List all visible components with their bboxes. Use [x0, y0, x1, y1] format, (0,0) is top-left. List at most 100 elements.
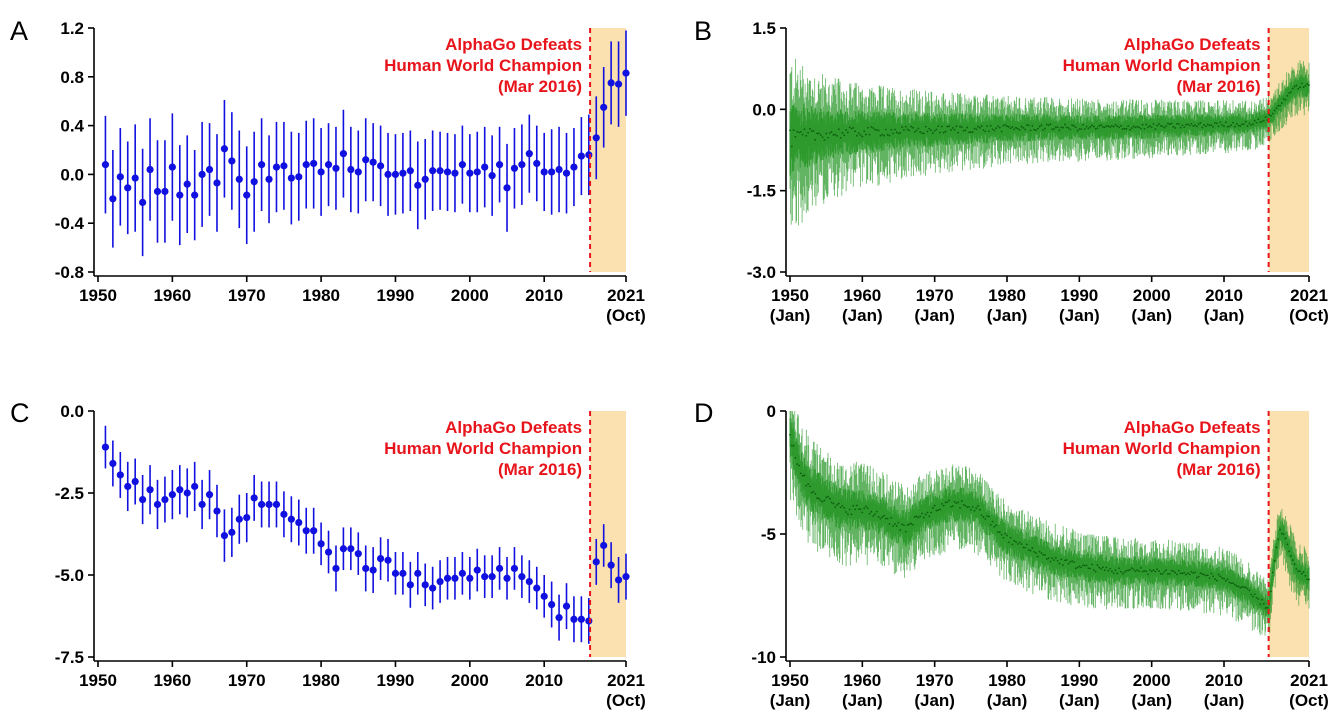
- data-point: [310, 527, 318, 535]
- monthly-mean-point: [1038, 550, 1041, 553]
- monthly-mean-point: [1228, 125, 1231, 128]
- monthly-mean-point: [839, 136, 842, 139]
- data-point: [570, 615, 578, 623]
- data-point: [310, 159, 318, 168]
- data-point: [577, 152, 585, 160]
- monthly-mean-point: [1262, 602, 1265, 605]
- monthly-mean-point: [1013, 128, 1016, 131]
- monthly-mean-point: [863, 130, 866, 133]
- monthly-mean-point: [846, 131, 849, 134]
- monthly-mean-point: [1275, 546, 1278, 549]
- monthly-mean-point: [1299, 570, 1301, 573]
- monthly-mean-point: [908, 129, 911, 132]
- monthly-mean-point: [973, 509, 976, 512]
- monthly-mean-point: [832, 502, 835, 505]
- monthly-mean-point: [973, 127, 976, 130]
- monthly-mean-point: [1036, 555, 1039, 558]
- monthly-mean-point: [1270, 114, 1272, 117]
- panel-label-d: D: [694, 398, 714, 428]
- monthly-mean-point: [890, 128, 893, 131]
- monthly-mean-point: [995, 524, 998, 527]
- monthly-mean-point: [1156, 124, 1158, 127]
- data-point: [176, 191, 184, 199]
- data-point: [153, 187, 162, 196]
- monthly-mean-point: [845, 129, 847, 131]
- data-point: [153, 500, 162, 509]
- monthly-mean-point: [975, 507, 978, 510]
- monthly-mean-point: [1264, 116, 1267, 119]
- monthly-mean-point: [966, 506, 969, 509]
- monthly-mean-point: [989, 124, 992, 127]
- monthly-mean-point: [1031, 547, 1034, 549]
- monthly-mean-point: [942, 131, 945, 134]
- data-point: [443, 574, 452, 582]
- monthly-mean-point: [1120, 124, 1122, 127]
- event-annotation: AlphaGo Defeats Human World Champion (Mar …: [1063, 418, 1261, 479]
- data-point: [503, 574, 511, 582]
- monthly-mean-point: [1116, 125, 1119, 128]
- monthly-mean-point: [903, 129, 905, 131]
- data-point: [607, 561, 615, 569]
- data-point: [443, 168, 452, 176]
- monthly-mean-point: [1237, 124, 1240, 127]
- monthly-mean-point: [841, 504, 844, 507]
- data-point: [220, 532, 229, 540]
- panel-label-a: A: [10, 16, 28, 46]
- panel-c: AlphaGo Defeats Human World Champion (Mar …: [55, 402, 646, 710]
- monthly-mean-point: [933, 504, 936, 507]
- monthly-mean-point: [1185, 573, 1187, 576]
- monthly-mean-point: [921, 132, 923, 135]
- x-tick-label: (Oct): [1289, 306, 1329, 325]
- shaded-region: [1268, 411, 1309, 657]
- annotation-line: (Mar 2016): [1177, 460, 1261, 479]
- x-tick-label: (Jan): [1204, 306, 1245, 325]
- monthly-mean-point: [836, 504, 838, 506]
- monthly-mean-point: [1181, 572, 1184, 575]
- monthly-mean-point: [1092, 125, 1095, 128]
- monthly-mean-point: [1302, 571, 1305, 573]
- monthly-mean-point: [1042, 553, 1045, 556]
- monthly-mean-point: [874, 128, 876, 131]
- monthly-mean-point: [834, 133, 837, 136]
- monthly-mean-point: [904, 125, 907, 128]
- monthly-mean-point: [1080, 566, 1083, 569]
- monthly-mean-point: [937, 509, 940, 512]
- data-point: [139, 495, 147, 504]
- monthly-mean-point: [1259, 603, 1262, 606]
- monthly-mean-point: [1248, 122, 1251, 125]
- monthly-mean-point: [986, 515, 989, 517]
- monthly-mean-point: [1118, 567, 1121, 570]
- monthly-mean-point: [836, 134, 838, 137]
- monthly-mean-point: [1257, 118, 1260, 121]
- monthly-mean-point: [821, 136, 824, 139]
- monthly-mean-point: [906, 524, 909, 527]
- monthly-mean-point: [1174, 571, 1177, 574]
- monthly-mean-point: [966, 126, 969, 129]
- data-point: [161, 495, 169, 504]
- monthly-mean-point: [1006, 125, 1008, 128]
- data-point: [458, 161, 466, 169]
- monthly-mean-point: [845, 511, 847, 513]
- x-tick-label: 1960: [153, 286, 191, 305]
- monthly-mean-point: [901, 523, 904, 526]
- monthly-mean-point: [1280, 102, 1283, 104]
- monthly-mean-point: [865, 133, 867, 136]
- monthly-mean-point: [1170, 122, 1173, 125]
- data-point: [510, 564, 519, 573]
- monthly-mean-point: [1123, 127, 1126, 130]
- monthly-mean-point: [1027, 549, 1030, 551]
- monthly-mean-point: [988, 130, 990, 133]
- monthly-mean-point: [1148, 569, 1151, 571]
- monthly-mean-point: [1159, 124, 1162, 127]
- monthly-mean-point: [941, 125, 943, 128]
- monthly-mean-point: [1252, 123, 1254, 126]
- data-point: [391, 170, 400, 178]
- monthly-mean-point: [1279, 104, 1281, 107]
- monthly-mean-point: [1016, 543, 1019, 545]
- monthly-mean-point: [1241, 586, 1243, 588]
- monthly-mean-point: [1085, 125, 1088, 128]
- annotation-line: Human World Champion: [1063, 56, 1261, 75]
- monthly-mean-point: [977, 505, 979, 507]
- monthly-mean-point: [1020, 125, 1023, 128]
- monthly-mean-point: [1203, 123, 1206, 126]
